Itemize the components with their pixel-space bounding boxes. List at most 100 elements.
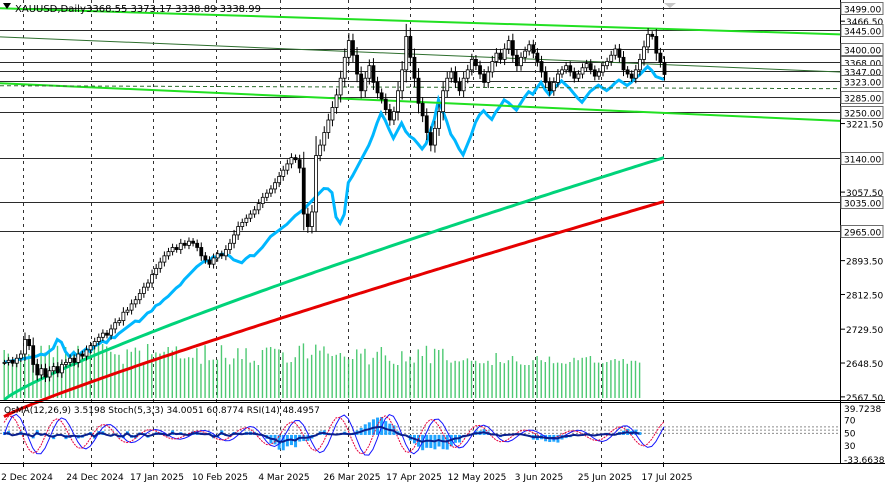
candle-body <box>568 65 573 73</box>
symbol-menu-icon[interactable] <box>3 3 11 9</box>
volume-bar <box>134 347 137 398</box>
key-level-label: 3250.00 <box>844 110 881 120</box>
candle-body <box>301 167 306 215</box>
scroll-marker-icon[interactable] <box>664 3 676 8</box>
volume-bar <box>196 348 198 398</box>
candle-body <box>494 52 499 62</box>
volume-bar <box>290 362 292 398</box>
volume-bar <box>470 360 473 398</box>
volume-bar <box>126 349 128 398</box>
key-level-label: 2965.00 <box>844 229 881 239</box>
candle-body <box>572 71 577 79</box>
rsi-line <box>3 425 640 443</box>
volume-bar <box>454 360 456 398</box>
x-tick-label: 17 Jul 2025 <box>642 473 693 483</box>
candle-body <box>433 127 437 146</box>
volume-bar <box>368 364 370 398</box>
volume-bar <box>319 350 321 398</box>
candle-body <box>515 54 519 67</box>
candle-body <box>305 213 310 227</box>
candle-body <box>613 48 618 56</box>
moving-average-line <box>3 200 665 419</box>
candle-body <box>146 282 150 288</box>
candle-body <box>195 242 200 248</box>
volume-bar <box>388 360 391 398</box>
volume-bar <box>237 348 239 398</box>
candle-body <box>76 353 81 363</box>
candle-body <box>31 345 36 365</box>
candle-body <box>543 71 548 83</box>
candle-body <box>113 322 118 330</box>
key-level-label: 3285.00 <box>844 95 881 105</box>
candle-body <box>43 368 48 378</box>
candle-body <box>580 67 585 75</box>
volume-bar <box>561 363 563 398</box>
key-level-box <box>840 106 884 119</box>
volume-bar <box>192 357 194 398</box>
volume-bar <box>64 347 67 398</box>
candle-body <box>646 33 651 48</box>
candle-body <box>35 364 40 376</box>
volume-bar <box>552 363 555 398</box>
volume-bar <box>487 360 489 398</box>
candle-body <box>539 61 544 73</box>
volume-bar <box>565 363 567 398</box>
candle-body <box>248 213 253 219</box>
key-levels <box>0 8 840 232</box>
candle-body <box>551 82 556 92</box>
volume-bar <box>536 356 538 398</box>
volume-bar <box>511 356 514 398</box>
candle-body <box>412 56 417 79</box>
candle-body <box>23 339 27 355</box>
candle-body <box>461 77 466 92</box>
y-tick-label: 3221.50 <box>846 121 883 131</box>
candle-body <box>502 48 507 60</box>
candle-body <box>88 345 93 351</box>
volume-bar <box>483 363 485 398</box>
candle-body <box>236 226 241 236</box>
volume-bar <box>335 354 337 398</box>
candle-body <box>490 61 495 73</box>
volume-bar <box>315 344 317 398</box>
candle-body <box>617 48 622 58</box>
candle-body <box>523 50 528 58</box>
volume-bar <box>159 353 161 398</box>
key-level-label: 3323.00 <box>844 79 881 89</box>
volume-bar <box>249 362 251 398</box>
candle-body <box>187 240 191 246</box>
volume-bar <box>286 362 288 398</box>
volume-bar <box>7 353 9 398</box>
candle-body <box>531 44 536 54</box>
volume-bar <box>200 363 202 398</box>
candle-body <box>310 211 314 227</box>
volume-bar <box>380 347 383 398</box>
candle-body <box>170 247 175 253</box>
volume-bar <box>265 347 268 398</box>
volume-bar <box>405 361 407 398</box>
volume-bar <box>577 360 579 398</box>
candle-body <box>277 176 282 184</box>
candle-body <box>363 77 368 92</box>
candle-body <box>121 311 126 321</box>
key-level-box <box>840 196 884 209</box>
candle-body <box>318 144 323 156</box>
ohlc-values: 3368.55 3373.17 3338.89 3338.99 <box>86 4 261 15</box>
volume-bar <box>593 362 596 398</box>
candle-body <box>465 69 470 79</box>
candle-body <box>367 65 372 79</box>
candle-body <box>650 33 655 37</box>
candle-body <box>638 59 642 71</box>
volume-bar <box>23 346 26 398</box>
y-tick-label: 2648.50 <box>846 360 883 370</box>
candle-body <box>47 370 52 378</box>
candle-body <box>621 56 626 71</box>
candle-body <box>273 182 277 190</box>
candle-body <box>244 217 249 223</box>
candle-body <box>68 357 72 363</box>
volume-bar <box>146 344 149 398</box>
volume-bar <box>343 356 346 398</box>
candle-body <box>478 65 482 75</box>
volume-bar <box>167 347 169 398</box>
volume-bar <box>401 351 403 398</box>
volume-bar <box>257 365 260 398</box>
